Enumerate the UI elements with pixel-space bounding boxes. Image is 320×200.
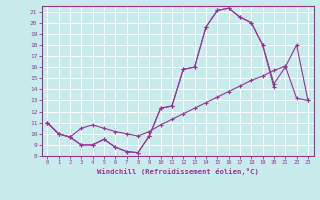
X-axis label: Windchill (Refroidissement éolien,°C): Windchill (Refroidissement éolien,°C) — [97, 168, 259, 175]
